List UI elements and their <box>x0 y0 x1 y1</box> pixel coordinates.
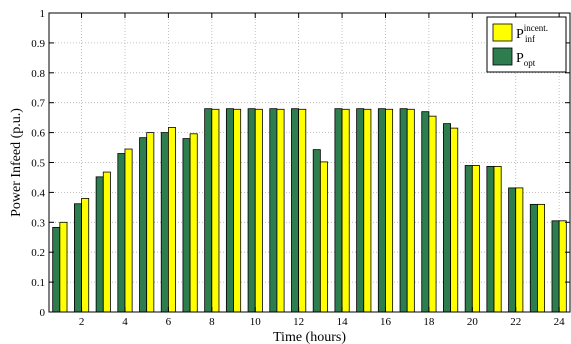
x-tick-label: 2 <box>79 316 85 328</box>
x-tick-label: 20 <box>467 316 479 328</box>
bar-p-inf <box>146 132 155 313</box>
legend: Pincent. inf Popt <box>486 16 567 73</box>
bars <box>52 108 567 313</box>
bar-p-inf <box>211 108 220 313</box>
bar-p-opt <box>291 108 300 313</box>
x-tick-label: 10 <box>250 316 262 328</box>
y-tick-label: 0.3 <box>31 217 45 229</box>
x-tick-label: 8 <box>209 316 215 328</box>
y-tick-label: 0.6 <box>31 128 45 140</box>
bar-p-opt <box>204 108 213 313</box>
x-tick-label: 22 <box>510 316 521 328</box>
y-tick-label: 1 <box>40 8 46 20</box>
bar-p-opt <box>421 111 430 313</box>
bar-p-opt <box>95 176 104 313</box>
x-tick-label: 12 <box>293 316 304 328</box>
bar-p-opt <box>464 165 473 313</box>
y-axis-label: Power Infeed (p.u.) <box>9 108 24 217</box>
bar-p-opt <box>52 226 61 313</box>
bar-p-inf <box>450 127 459 313</box>
bar-p-inf <box>515 187 524 313</box>
bar-p-opt <box>356 108 365 313</box>
bar-p-opt <box>334 108 343 313</box>
bar-p-inf <box>233 108 242 313</box>
bar-p-opt <box>508 187 517 313</box>
bar-p-inf <box>298 108 307 313</box>
bar-p-inf <box>537 203 546 313</box>
bar-p-inf <box>167 127 176 313</box>
y-tick-label: 0.4 <box>31 187 45 199</box>
bar-p-opt <box>529 203 538 313</box>
y-tick-label: 0.9 <box>31 38 45 50</box>
bar-p-inf <box>81 197 90 313</box>
legend-label: Pincent. inf <box>516 23 548 44</box>
bar-p-opt <box>551 220 560 313</box>
bar-p-opt <box>117 153 126 313</box>
bar-p-opt <box>182 138 191 313</box>
bar-p-opt <box>443 123 452 313</box>
bar-p-inf <box>493 165 502 313</box>
bar-p-inf <box>276 108 285 313</box>
bar-p-opt <box>139 137 148 313</box>
bar-p-opt <box>399 108 408 313</box>
bar-p-inf <box>385 108 394 313</box>
y-tick-label: 0 <box>40 307 46 319</box>
bar-p-opt <box>225 108 234 313</box>
bar-p-inf <box>254 108 263 313</box>
x-tick-label: 24 <box>554 316 566 328</box>
bar-p-inf <box>102 171 111 313</box>
bar-p-inf <box>124 148 133 313</box>
bar-p-opt <box>312 149 321 313</box>
y-tick-label: 0.7 <box>31 98 45 110</box>
ticks: 00.10.20.30.40.50.60.70.80.912 4 6 8 10 12 14 1… <box>31 8 570 328</box>
bar-p-opt <box>377 108 386 313</box>
bar-p-inf <box>341 108 350 313</box>
bar-p-opt <box>486 165 495 313</box>
bar-p-inf <box>428 115 437 313</box>
bar-p-opt <box>73 203 82 313</box>
bar-p-inf <box>406 108 415 313</box>
bar-p-opt <box>269 108 278 313</box>
bar-p-inf <box>558 220 567 313</box>
bar-p-inf <box>189 133 198 313</box>
legend-swatch <box>492 47 513 66</box>
x-tick-label: 18 <box>423 316 435 328</box>
bar-p-inf <box>319 161 328 313</box>
x-tick-label: 14 <box>337 316 349 328</box>
legend-label: Popt <box>516 51 536 68</box>
bar-p-opt <box>160 132 169 313</box>
bar-p-opt <box>247 108 256 313</box>
y-tick-label: 0.8 <box>31 68 45 80</box>
x-tick-label: 4 <box>122 316 128 328</box>
bar-p-inf <box>471 165 480 313</box>
x-tick-label: 6 <box>166 316 172 328</box>
x-tick-label: 16 <box>380 316 392 328</box>
y-tick-label: 0.1 <box>31 277 45 289</box>
x-axis-label: Time (hours) <box>273 330 346 344</box>
y-tick-label: 0.2 <box>31 247 45 259</box>
bar-p-inf <box>59 221 68 313</box>
bar-p-inf <box>363 108 372 313</box>
y-tick-label: 0.5 <box>31 158 45 170</box>
legend-swatch <box>492 23 513 42</box>
